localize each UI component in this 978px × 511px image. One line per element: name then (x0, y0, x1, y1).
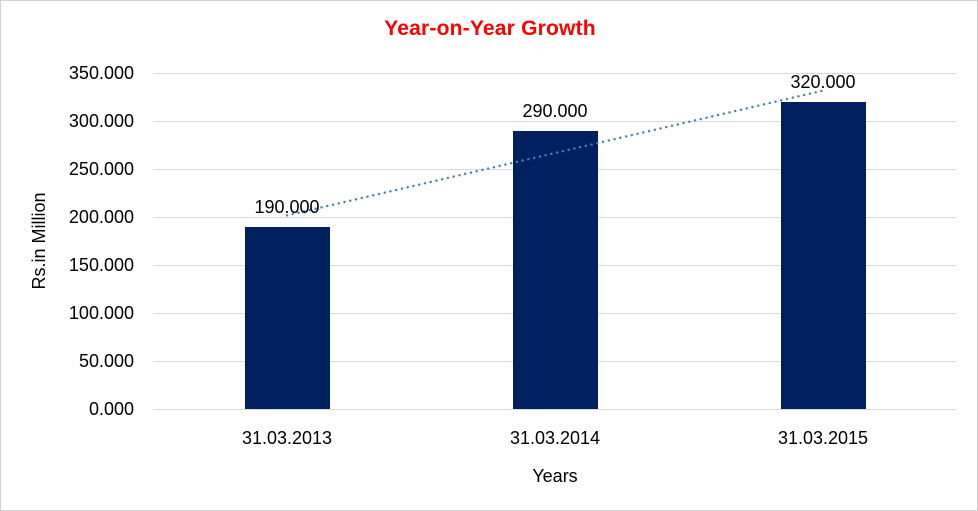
bar-value-label: 320.000 (790, 71, 856, 92)
chart-title: Year-on-Year Growth (384, 17, 596, 40)
y-tick-label: 0.000 (88, 399, 134, 419)
bar-value-label: 290.000 (522, 100, 588, 121)
trendline (285, 89, 825, 217)
x-tick-label: 31.03.2014 (509, 428, 601, 448)
y-tick-label: 100.000 (68, 303, 134, 323)
bar-value-label: 190.000 (254, 196, 320, 217)
x-tick-label: 31.03.2013 (241, 428, 333, 448)
gridline (153, 72, 957, 74)
y-tick-label: 50.000 (78, 351, 134, 371)
y-tick-label: 150.000 (68, 255, 134, 275)
y-tick-label: 250.000 (68, 159, 134, 179)
y-tick-label: 200.000 (68, 207, 134, 227)
bar (512, 130, 598, 409)
bar (780, 101, 866, 409)
y-tick-label: 350.000 (68, 63, 134, 83)
x-axis-title: Years (532, 466, 578, 486)
gridline (153, 120, 957, 122)
x-tick-label: 31.03.2015 (777, 428, 869, 448)
gridline (153, 408, 957, 410)
y-tick-label: 300.000 (68, 111, 134, 131)
bar (244, 226, 330, 409)
